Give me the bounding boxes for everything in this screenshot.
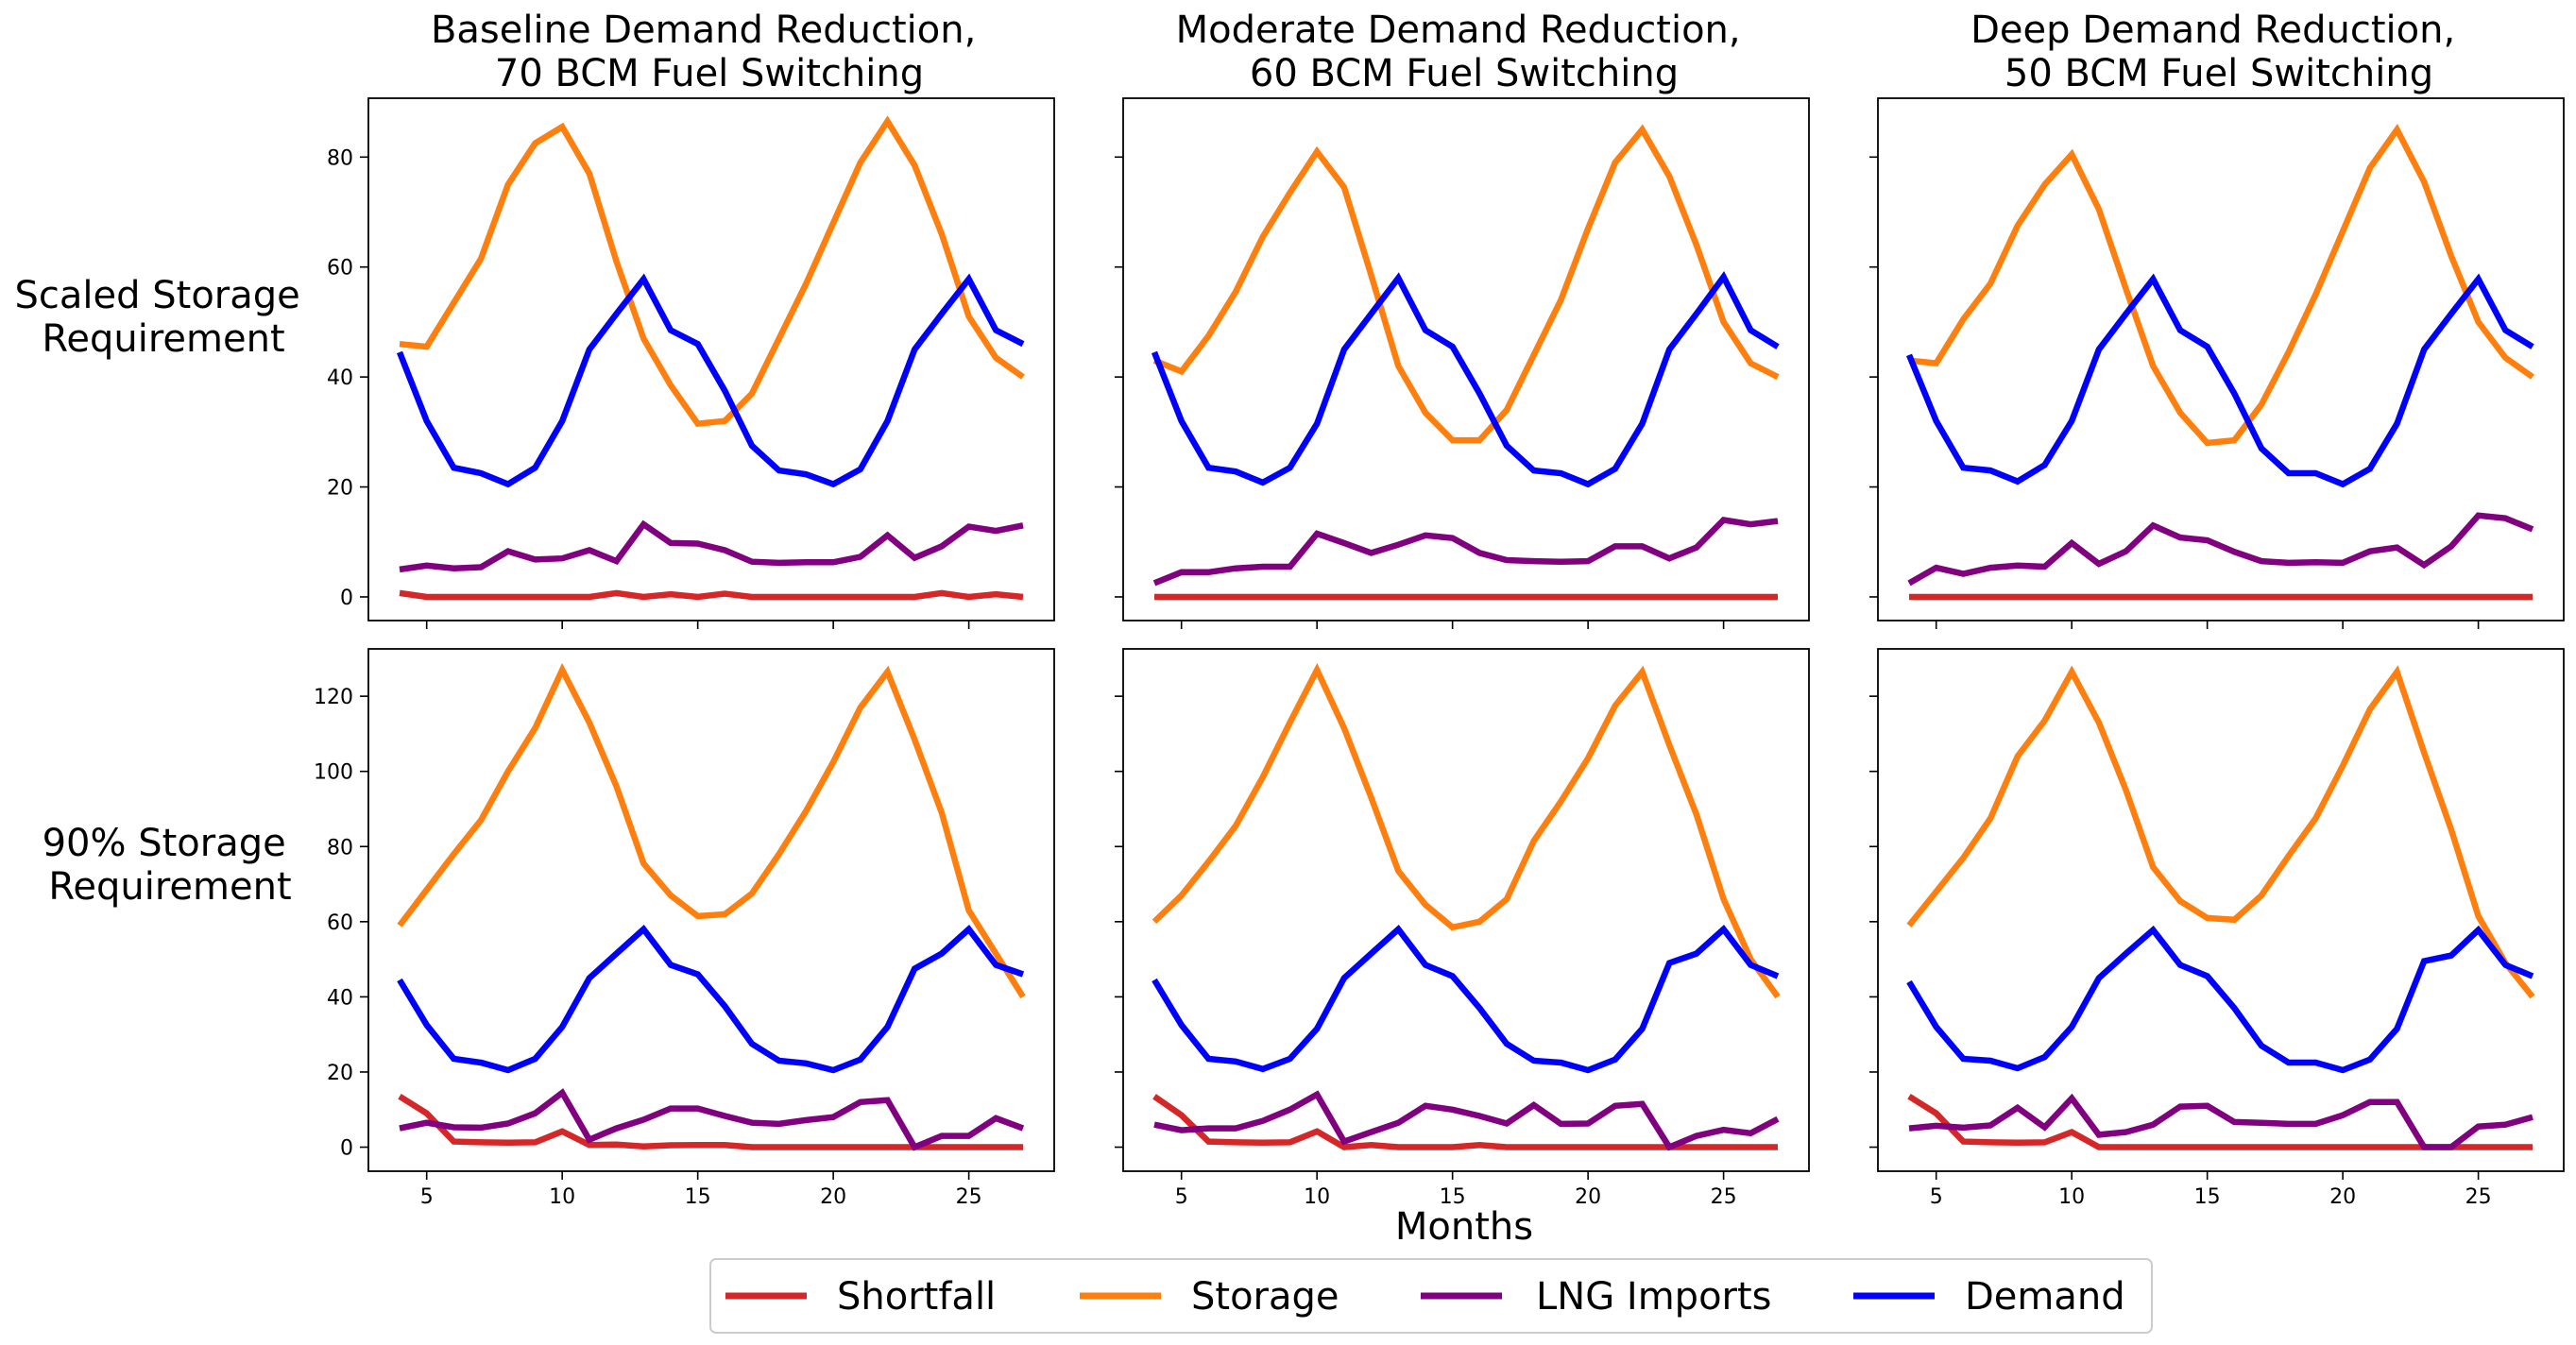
x-tick-label: 20 xyxy=(820,1185,846,1209)
y-tick-label: 100 xyxy=(314,761,353,785)
row-label-1-line-1: Scaled Storage xyxy=(15,274,300,317)
x-tick-label: 20 xyxy=(1575,1185,1601,1209)
panel-r1-c3 xyxy=(1869,97,2565,629)
series-line-demand xyxy=(397,925,1025,1074)
panel-r1-c1: 0 20 40 60 80 xyxy=(327,97,1055,629)
column-title-2-line-2: 60 BCM Fuel Switching xyxy=(1250,52,1679,95)
row-label-2-line-1: 90% Storage xyxy=(43,822,286,865)
series-line-demand xyxy=(1905,273,2534,488)
column-title-2: Moderate Demand Reduction, 60 BCM Fuel S… xyxy=(1176,9,1753,95)
series-line-demand xyxy=(1152,925,1780,1074)
series-line-lng xyxy=(1907,512,2534,587)
column-title-3-line-2: 50 BCM Fuel Switching xyxy=(2005,52,2433,95)
x-tick-label: 20 xyxy=(2329,1185,2356,1209)
subplot-grid: 0 20 40 60 80 0 20 40 60 80 100 120 5 10 15 20 25 5 10 15 20… xyxy=(314,97,2565,1209)
series-line-storage xyxy=(1152,124,1780,444)
y-tick-label: 60 xyxy=(327,257,353,281)
legend-label-storage: Storage xyxy=(1191,1275,1339,1319)
series-line-storage xyxy=(1906,665,2535,999)
series-line-lng xyxy=(1153,1090,1780,1151)
y-tick-label: 0 xyxy=(340,587,353,610)
series-line-demand xyxy=(1151,271,1780,488)
plot-frame xyxy=(1877,648,2565,1172)
x-axis-label: Months xyxy=(1395,1205,1533,1249)
panel-r2-c3: 5 10 15 20 25 xyxy=(1869,648,2565,1209)
series-line-storage xyxy=(399,115,1025,428)
x-tick-label: 15 xyxy=(1440,1185,1466,1209)
x-tick-label: 5 xyxy=(1175,1185,1188,1209)
x-tick-label: 25 xyxy=(1711,1185,1737,1209)
plot-frame xyxy=(1122,97,1810,621)
series-line-storage xyxy=(397,662,1026,999)
y-tick-label: 80 xyxy=(327,146,353,170)
legend: Shortfall Storage LNG Imports Demand xyxy=(709,1258,2153,1334)
row-label-2: 90% Storage Requirement xyxy=(43,822,299,909)
y-tick-label: 0 xyxy=(340,1137,353,1161)
x-tick-label: 25 xyxy=(956,1185,982,1209)
x-tick-label: 15 xyxy=(2194,1185,2221,1209)
plot-frame xyxy=(1877,97,2565,621)
row-label-2-line-2: Requirement xyxy=(48,865,291,909)
column-title-2-line-1: Moderate Demand Reduction, xyxy=(1176,9,1741,52)
y-tick-label: 40 xyxy=(327,366,353,390)
panel-r1-c2 xyxy=(1115,97,1810,629)
plot-frame xyxy=(367,97,1055,621)
column-title-1-line-2: 70 BCM Fuel Switching xyxy=(495,52,924,95)
x-tick-label: 10 xyxy=(549,1185,575,1209)
row-label-1: Scaled Storage Requirement xyxy=(15,274,313,361)
column-title-1: Baseline Demand Reduction, 70 BCM Fuel S… xyxy=(431,9,988,95)
series-line-lng xyxy=(1908,1093,2533,1150)
series-line-demand xyxy=(1906,925,2534,1074)
y-tick-label: 80 xyxy=(327,836,353,860)
column-titles: Baseline Demand Reduction, 70 BCM Fuel S… xyxy=(431,9,2467,95)
legend-label-demand: Demand xyxy=(1965,1275,2125,1319)
series-line-lng xyxy=(399,1088,1025,1151)
x-tick-label: 10 xyxy=(2058,1185,2085,1209)
y-tick-label: 20 xyxy=(327,477,353,501)
series-line-lng xyxy=(399,519,1024,573)
y-tick-label: 40 xyxy=(327,986,353,1010)
series-line-storage xyxy=(1152,662,1781,999)
y-tick-label: 120 xyxy=(314,686,353,709)
row-labels: Scaled Storage Requirement 90% Storage R… xyxy=(15,274,313,909)
series-line-shortfall xyxy=(1907,1094,2533,1150)
column-title-3-line-1: Deep Demand Reduction, xyxy=(1970,9,2455,52)
column-title-1-line-1: Baseline Demand Reduction, xyxy=(431,9,976,52)
legend-label-lng: LNG Imports xyxy=(1536,1275,1772,1319)
row-label-1-line-2: Requirement xyxy=(42,317,284,361)
x-tick-label: 5 xyxy=(1930,1185,1943,1209)
x-tick-label: 15 xyxy=(685,1185,711,1209)
y-tick-label: 20 xyxy=(327,1062,353,1085)
legend-label-shortfall: Shortfall xyxy=(837,1275,996,1319)
y-tick-label: 60 xyxy=(327,911,353,935)
panel-r2-c1: 0 20 40 60 80 100 120 5 10 15 20 25 xyxy=(314,648,1055,1209)
x-tick-label: 25 xyxy=(2465,1185,2492,1209)
plot-frame xyxy=(1122,648,1810,1172)
panel-r2-c2: 5 10 15 20 25 xyxy=(1115,648,1810,1209)
column-title-3: Deep Demand Reduction, 50 BCM Fuel Switc… xyxy=(1970,9,2467,95)
series-line-demand xyxy=(396,273,1025,488)
series-line-shortfall xyxy=(399,589,1024,601)
x-tick-label: 10 xyxy=(1304,1185,1330,1209)
series-line-lng xyxy=(1152,517,1779,587)
x-tick-label: 5 xyxy=(420,1185,434,1209)
series-line-storage xyxy=(1908,123,2534,447)
plot-frame xyxy=(367,648,1055,1172)
